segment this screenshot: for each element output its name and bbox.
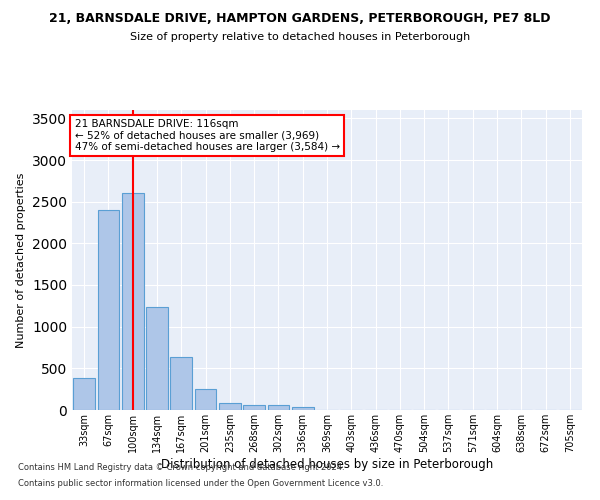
Text: Contains HM Land Registry data © Crown copyright and database right 2024.: Contains HM Land Registry data © Crown c…	[18, 464, 344, 472]
Bar	[122, 192, 143, 410]
Bar	[194, 389, 217, 410]
Y-axis label: Number of detached properties: Number of detached properties	[16, 172, 26, 348]
Bar	[170, 356, 192, 410]
Bar	[268, 406, 289, 410]
X-axis label: Distribution of detached houses by size in Peterborough: Distribution of detached houses by size …	[161, 458, 493, 470]
Bar	[73, 378, 95, 410]
Text: Contains public sector information licensed under the Open Government Licence v3: Contains public sector information licen…	[18, 478, 383, 488]
Bar	[292, 406, 314, 410]
Text: Size of property relative to detached houses in Peterborough: Size of property relative to detached ho…	[130, 32, 470, 42]
Bar	[146, 306, 168, 410]
Bar	[219, 402, 241, 410]
Bar	[97, 210, 119, 410]
Bar	[243, 405, 265, 410]
Text: 21 BARNSDALE DRIVE: 116sqm
← 52% of detached houses are smaller (3,969)
47% of s: 21 BARNSDALE DRIVE: 116sqm ← 52% of deta…	[74, 119, 340, 152]
Text: 21, BARNSDALE DRIVE, HAMPTON GARDENS, PETERBOROUGH, PE7 8LD: 21, BARNSDALE DRIVE, HAMPTON GARDENS, PE…	[49, 12, 551, 26]
